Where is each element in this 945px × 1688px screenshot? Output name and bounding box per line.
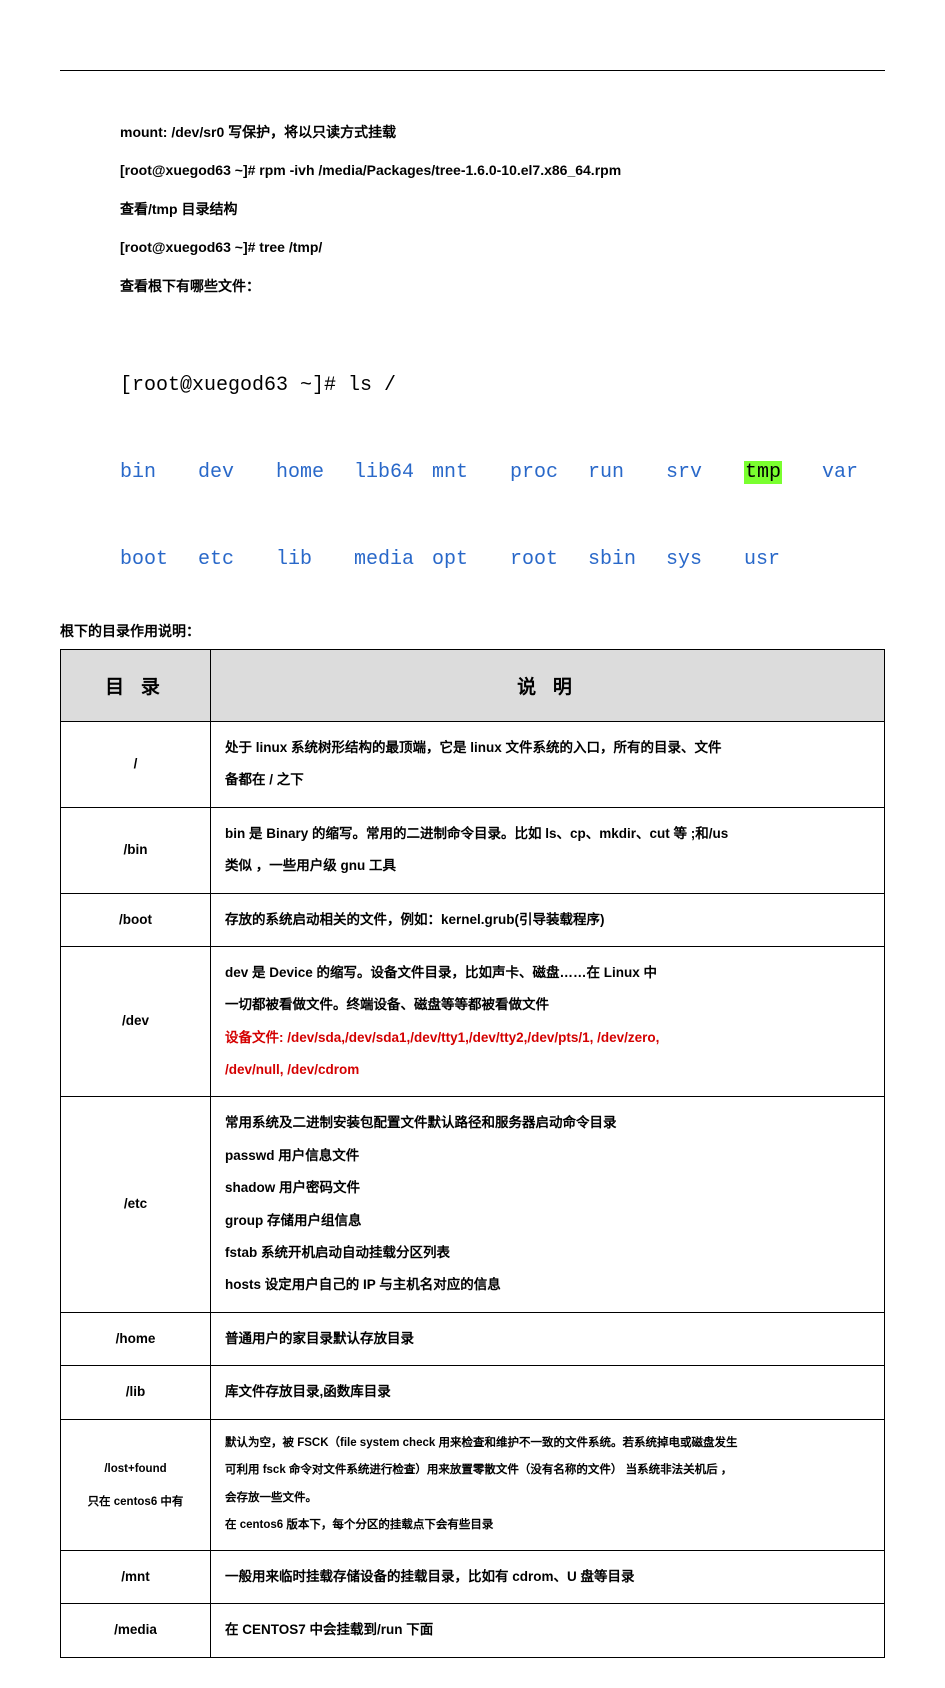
cell-dir: /media (61, 1604, 211, 1657)
desc-line: 默认为空，被 FSCK（file system check 用来检查和维护不一致… (225, 1430, 870, 1458)
desc-line: group 存储用户组信息 (225, 1205, 870, 1237)
desc-line: hosts 设定用户自己的 IP 与主机名对应的信息 (225, 1269, 870, 1301)
cell-desc: 库文件存放目录,函数库目录 (211, 1366, 885, 1419)
desc-line: passwd 用户信息文件 (225, 1140, 870, 1172)
terminal-row-1: bindevhomelib64mntprocrunsrvtmpvar (120, 458, 885, 487)
table-row: /dev dev 是 Device 的缩写。设备文件目录，比如声卡、磁盘……在 L… (61, 946, 885, 1097)
dir-entry-opt: opt (432, 545, 510, 574)
dir-entry-srv: srv (666, 458, 744, 487)
cell-dir: / (61, 721, 211, 807)
dir-entry-etc: etc (198, 545, 276, 574)
cell-desc: 在 CENTOS7 中会挂载到/run 下面 (211, 1604, 885, 1657)
table-body: / 处于 linux 系统树形结构的最顶端，它是 linux 文件系统的入口，所有… (61, 721, 885, 1657)
dir-entry-lib: lib (276, 545, 354, 574)
desc-line: 备都在 / 之下 (225, 764, 870, 796)
intro-line-2: [root@xuegod63 ~]# rpm -ivh /media/Packa… (120, 159, 885, 181)
directory-table: 目 录 说 明 / 处于 linux 系统树形结构的最顶端，它是 linux 文件… (60, 649, 885, 1658)
cell-dir: /lost+found只在 centos6 中有 (61, 1419, 211, 1550)
desc-line: 在 CENTOS7 中会挂载到/run 下面 (225, 1614, 870, 1646)
intro-block: mount: /dev/sr0 写保护，将以只读方式挂载 [root@xuego… (60, 121, 885, 297)
dir-entry-mnt: mnt (432, 458, 510, 487)
cell-desc: 默认为空，被 FSCK（file system check 用来检查和维护不一致… (211, 1419, 885, 1550)
cell-dir: /etc (61, 1097, 211, 1312)
cell-desc: bin 是 Binary 的缩写。常用的二进制命令目录。比如 ls、cp、mkd… (211, 807, 885, 893)
table-row: /etc常用系统及二进制安装包配置文件默认路径和服务器启动命令目录passwd … (61, 1097, 885, 1312)
prompt-cmd: ls / (348, 374, 396, 397)
cell-dir: /home (61, 1312, 211, 1365)
desc-line: 普通用户的家目录默认存放目录 (225, 1323, 870, 1355)
prompt-user: [root@xuegod63 ~]# (120, 374, 348, 397)
dir-entry-lib64: lib64 (354, 458, 432, 487)
cell-desc: 一般用来临时挂载存储设备的挂载目录，比如有 cdrom、U 盘等目录 (211, 1550, 885, 1603)
table-row: /mnt 一般用来临时挂载存储设备的挂载目录，比如有 cdrom、U 盘等目录 (61, 1550, 885, 1603)
terminal-row-2: bootetclibmediaoptrootsbinsysusr (120, 545, 885, 574)
desc-line: /dev/null, /dev/cdrom (225, 1054, 870, 1086)
cell-dir: /mnt (61, 1550, 211, 1603)
dir-entry-dev: dev (198, 458, 276, 487)
dir-entry-run: run (588, 458, 666, 487)
dir-entry-bin: bin (120, 458, 198, 487)
table-head-row: 目 录 说 明 (61, 649, 885, 721)
desc-line: 设备文件: /dev/sda,/dev/sda1,/dev/tty1,/dev/… (225, 1022, 870, 1054)
table-row: /home 普通用户的家目录默认存放目录 (61, 1312, 885, 1365)
desc-line: 可利用 fsck 命令对文件系统进行检查）用来放置零散文件（没有名称的文件） 当… (225, 1457, 870, 1485)
table-row: /lib 库文件存放目录,函数库目录 (61, 1366, 885, 1419)
table-row: /boot 存放的系统启动相关的文件，例如：kernel.grub(引导装载程序) (61, 893, 885, 946)
terminal-prompt-line: [root@xuegod63 ~]# ls / (120, 371, 885, 400)
desc-line: 常用系统及二进制安装包配置文件默认路径和服务器启动命令目录 (225, 1107, 870, 1139)
col-head-desc: 说 明 (211, 649, 885, 721)
terminal-output: [root@xuegod63 ~]# ls / bindevhomelib64m… (120, 313, 885, 603)
dir-entry-proc: proc (510, 458, 588, 487)
cell-dir: /lib (61, 1366, 211, 1419)
table-row: /bin bin 是 Binary 的缩写。常用的二进制命令目录。比如 ls、cp… (61, 807, 885, 893)
col-head-dir: 目 录 (61, 649, 211, 721)
table-row: /lost+found只在 centos6 中有默认为空，被 FSCK（file… (61, 1419, 885, 1550)
intro-line-4: [root@xuegod63 ~]# tree /tmp/ (120, 236, 885, 258)
dir-entry-boot: boot (120, 545, 198, 574)
dir-entry-var: var (822, 458, 900, 487)
dir-entry-sys: sys (666, 545, 744, 574)
desc-line: 处于 linux 系统树形结构的最顶端，它是 linux 文件系统的入口，所有的… (225, 732, 870, 764)
table-row: / 处于 linux 系统树形结构的最顶端，它是 linux 文件系统的入口，所有… (61, 721, 885, 807)
desc-line: 一般用来临时挂载存储设备的挂载目录，比如有 cdrom、U 盘等目录 (225, 1561, 870, 1593)
top-rule (60, 70, 885, 71)
cell-desc: 存放的系统启动相关的文件，例如：kernel.grub(引导装载程序) (211, 893, 885, 946)
desc-line: dev 是 Device 的缩写。设备文件目录，比如声卡、磁盘……在 Linux… (225, 957, 870, 989)
cell-dir: /bin (61, 807, 211, 893)
intro-line-5: 查看根下有哪些文件： (120, 275, 885, 297)
desc-line: 在 centos6 版本下，每个分区的挂载点下会有些目录 (225, 1512, 870, 1540)
desc-line: shadow 用户密码文件 (225, 1172, 870, 1204)
cell-dir: /boot (61, 893, 211, 946)
section-heading: 根下的目录作用说明： (60, 621, 885, 641)
highlighted-dir: tmp (744, 461, 782, 484)
desc-line: 一切都被看做文件。终端设备、磁盘等等都被看做文件 (225, 989, 870, 1021)
desc-line: 库文件存放目录,函数库目录 (225, 1376, 870, 1408)
cell-desc: 常用系统及二进制安装包配置文件默认路径和服务器启动命令目录passwd 用户信息… (211, 1097, 885, 1312)
dir-entry-root: root (510, 545, 588, 574)
cell-desc: 普通用户的家目录默认存放目录 (211, 1312, 885, 1365)
dir-entry-sbin: sbin (588, 545, 666, 574)
intro-line-3: 查看/tmp 目录结构 (120, 198, 885, 220)
cell-dir: /dev (61, 946, 211, 1097)
dir-entry-tmp: tmp (744, 458, 822, 487)
dir-entry-usr: usr (744, 545, 822, 574)
desc-line: 会存放一些文件。 (225, 1485, 870, 1513)
cell-desc: 处于 linux 系统树形结构的最顶端，它是 linux 文件系统的入口，所有的… (211, 721, 885, 807)
cell-desc: dev 是 Device 的缩写。设备文件目录，比如声卡、磁盘……在 Linux… (211, 946, 885, 1097)
table-row: /media 在 CENTOS7 中会挂载到/run 下面 (61, 1604, 885, 1657)
intro-line-1: mount: /dev/sr0 写保护，将以只读方式挂载 (120, 121, 885, 143)
desc-line: 类似 ，一些用户级 gnu 工具 (225, 850, 870, 882)
dir-entry-home: home (276, 458, 354, 487)
desc-line: bin 是 Binary 的缩写。常用的二进制命令目录。比如 ls、cp、mkd… (225, 818, 870, 850)
dir-entry-media: media (354, 545, 432, 574)
desc-line: fstab 系统开机启动自动挂载分区列表 (225, 1237, 870, 1269)
desc-line: 存放的系统启动相关的文件，例如：kernel.grub(引导装载程序) (225, 904, 870, 936)
